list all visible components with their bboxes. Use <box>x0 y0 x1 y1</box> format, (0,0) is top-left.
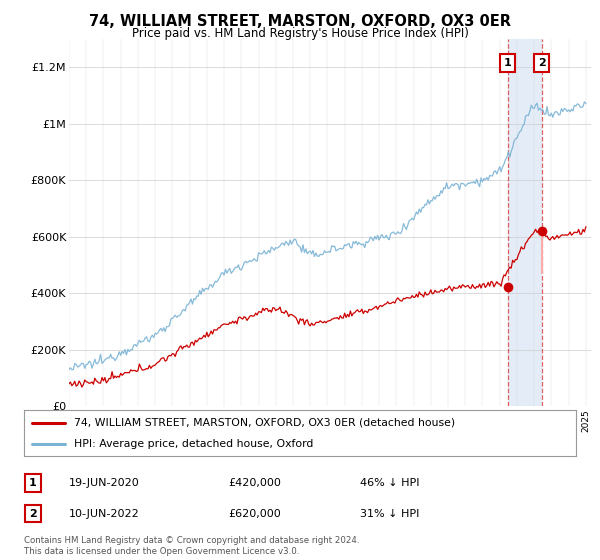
Text: £420,000: £420,000 <box>228 478 281 488</box>
Text: 2: 2 <box>29 508 37 519</box>
Text: 74, WILLIAM STREET, MARSTON, OXFORD, OX3 0ER (detached house): 74, WILLIAM STREET, MARSTON, OXFORD, OX3… <box>74 418 455 428</box>
Text: Contains HM Land Registry data © Crown copyright and database right 2024.
This d: Contains HM Land Registry data © Crown c… <box>24 536 359 556</box>
Text: 10-JUN-2022: 10-JUN-2022 <box>69 508 140 519</box>
Text: 1: 1 <box>29 478 37 488</box>
Bar <box>508 39 542 406</box>
Text: HPI: Average price, detached house, Oxford: HPI: Average price, detached house, Oxfo… <box>74 439 313 449</box>
Text: £620,000: £620,000 <box>228 508 281 519</box>
Text: Price paid vs. HM Land Registry's House Price Index (HPI): Price paid vs. HM Land Registry's House … <box>131 27 469 40</box>
Text: 1: 1 <box>504 58 511 68</box>
Text: 46% ↓ HPI: 46% ↓ HPI <box>360 478 419 488</box>
Text: 74, WILLIAM STREET, MARSTON, OXFORD, OX3 0ER: 74, WILLIAM STREET, MARSTON, OXFORD, OX3… <box>89 14 511 29</box>
Text: 31% ↓ HPI: 31% ↓ HPI <box>360 508 419 519</box>
Text: 2: 2 <box>538 58 545 68</box>
Text: 19-JUN-2020: 19-JUN-2020 <box>69 478 140 488</box>
